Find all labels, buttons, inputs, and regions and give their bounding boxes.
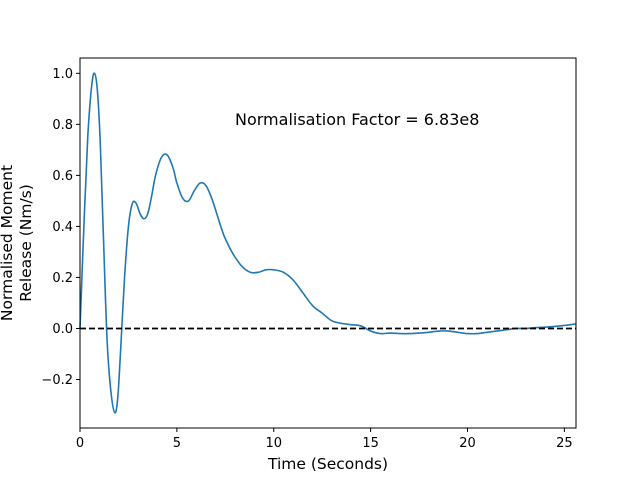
y-axis: −0.2 0.0 0.2 0.4 0.6 0.8 1.0: [41, 67, 80, 388]
annotation-text: Normalisation Factor = 6.83e8: [235, 110, 479, 129]
x-tick-label: 10: [265, 436, 282, 451]
x-tick-label: 15: [362, 436, 379, 451]
series-line-0: [79, 72, 577, 414]
y-axis-title-line-2: Release (Nm/s): [17, 184, 35, 302]
x-tick-label: 25: [556, 436, 573, 451]
y-tick-label: 0.8: [52, 118, 73, 133]
y-tick-label: 0.6: [52, 169, 73, 184]
series-layer: [79, 72, 577, 414]
y-tick-label: 1.0: [52, 67, 73, 82]
y-axis-title-line-1: Normalised Moment: [0, 165, 16, 321]
y-tick-label: 0.2: [52, 271, 73, 286]
x-tick-label: 0: [76, 436, 84, 451]
y-tick-label: −0.2: [41, 373, 73, 388]
x-tick-label: 20: [459, 436, 476, 451]
x-tick-label: 5: [173, 436, 181, 451]
y-tick-label: 0.4: [52, 220, 73, 235]
x-axis: 0 5 10 15 20 25: [76, 428, 573, 451]
y-tick-label: 0.0: [52, 322, 73, 337]
y-axis-title: Normalised Moment Release (Nm/s): [0, 165, 35, 321]
plot-frame: [79, 57, 577, 429]
plot-background: [80, 58, 576, 428]
x-axis-title: Time (Seconds): [267, 455, 388, 473]
